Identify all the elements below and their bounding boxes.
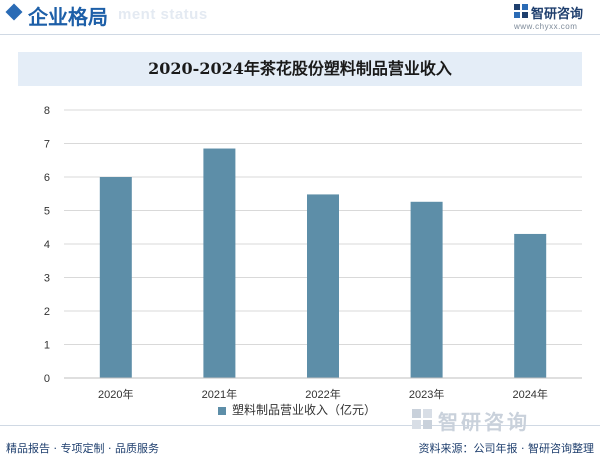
footer-divider — [0, 425, 600, 426]
legend-label: 塑料制品营业收入（亿元） — [232, 403, 377, 417]
bar — [307, 194, 339, 378]
brand-mark-icon — [514, 4, 528, 18]
y-tick-label: 1 — [44, 340, 50, 352]
watermark-logo: 智研咨询 — [412, 408, 582, 434]
footer-source: 资料来源：公司年报 · 智研咨询整理 — [418, 442, 595, 455]
y-tick-label: 4 — [44, 239, 50, 251]
bar — [99, 177, 132, 378]
legend: 塑料制品营业收入（亿元） — [218, 402, 376, 418]
header: 企业格局 ment status 智研咨询 www.chyxx.com — [0, 0, 600, 40]
x-tick-label: 2020年 — [98, 387, 133, 400]
footer-tagline: 精品报告 · 专项定制 · 品质服务 — [6, 442, 159, 455]
bar — [203, 148, 236, 378]
y-tick-label: 0 — [44, 373, 50, 385]
y-tick-label: 6 — [44, 172, 50, 184]
chart-title: 2020-2024年茶花股份塑料制品营业收入 — [148, 59, 452, 78]
x-tick-label: 2024年 — [512, 387, 547, 400]
chart-title-band: 2020-2024年茶花股份塑料制品营业收入 — [18, 52, 582, 86]
bar — [410, 201, 443, 378]
y-tick-label: 2 — [44, 306, 50, 318]
y-tick-label: 5 — [44, 206, 50, 218]
brand-name: 智研咨询 — [531, 7, 584, 22]
x-tick-label: 2022年 — [305, 387, 340, 400]
bar — [514, 233, 547, 378]
y-tick-label: 8 — [44, 105, 50, 117]
x-tick-label: 2023年 — [409, 387, 444, 400]
watermark-name: 智研咨询 — [438, 410, 530, 434]
section-title: 企业格局 — [28, 5, 108, 29]
x-tick-label: 2021年 — [202, 387, 237, 400]
diamond-icon — [5, 3, 23, 21]
legend-swatch — [218, 406, 226, 415]
section-subtitle: ment status — [118, 6, 208, 23]
y-tick-label: 7 — [44, 139, 50, 151]
header-divider — [0, 34, 600, 35]
y-tick-label: 3 — [44, 273, 50, 285]
brand-url: www.chyxx.com — [514, 22, 578, 31]
watermark-mark-icon — [412, 409, 432, 429]
brand-logo: 智研咨询 www.chyxx.com — [505, 2, 595, 34]
bar-chart: 0 1 2 3 4 5 6 7 8 2020年 2021年 2022年 2023年 2024年 — [44, 105, 582, 400]
